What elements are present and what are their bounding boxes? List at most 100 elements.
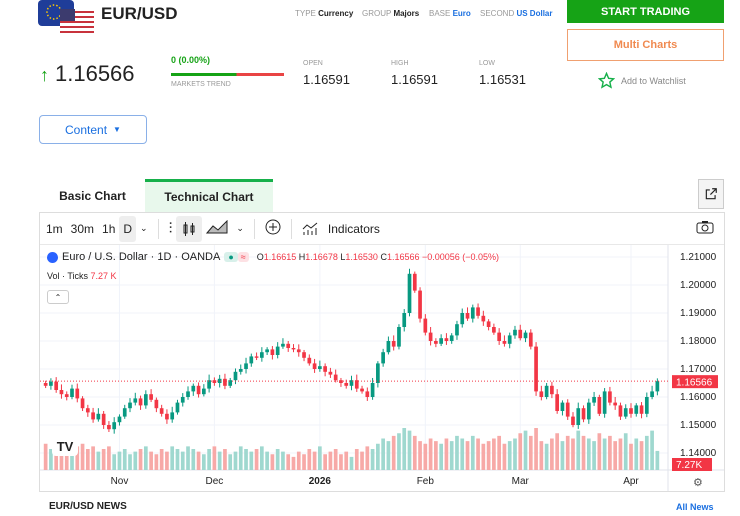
volume-bar (650, 430, 654, 470)
x-tick-label: Nov (111, 476, 129, 487)
volume-bar (634, 438, 639, 470)
all-news-link[interactable]: All News (676, 502, 714, 512)
candle-body (344, 383, 349, 386)
volume-bar (402, 428, 407, 470)
volume-bar (175, 449, 180, 470)
interval-chevron-down-icon[interactable]: ⌄ (140, 223, 148, 233)
volume-bar (323, 454, 327, 470)
bars-chart-icon[interactable]: ⫶ (168, 220, 173, 237)
add-compare-icon[interactable] (261, 219, 285, 238)
volume-bar (91, 446, 95, 470)
candle-body (64, 394, 69, 397)
volume-bar (201, 454, 206, 470)
candle-body (49, 381, 53, 386)
volume-bar (180, 451, 185, 470)
candle-body (228, 380, 233, 386)
volume-bar (85, 449, 90, 470)
volume-bar (502, 443, 507, 470)
chart-legend: Euro / U.S. Dollar · 1D · OANDA ● ≈ O1.1… (47, 251, 499, 263)
candle-body (122, 408, 127, 417)
candle-body (634, 405, 639, 414)
candle-body (391, 341, 396, 347)
news-heading: EUR/USD NEWS (49, 501, 127, 512)
collapse-legend-button[interactable]: ⌃ (47, 290, 69, 304)
candle-body (244, 363, 248, 369)
open-label: OPEN (303, 60, 323, 67)
start-trading-button[interactable]: START TRADING (567, 0, 724, 23)
interval-1m[interactable]: 1m (46, 221, 63, 236)
chart-type-chevron-down-icon[interactable]: ⌄ (236, 223, 244, 233)
camera-icon[interactable] (692, 220, 718, 237)
meta-second: SECOND US Dollar (480, 9, 553, 18)
candle-body (270, 349, 275, 355)
chart-settings-icon[interactable]: ⚙ (693, 477, 703, 489)
volume-legend: Vol · Ticks 7.27 K (47, 271, 117, 281)
last-volume-label: 7.27K (676, 460, 702, 471)
add-to-watchlist-button[interactable]: Add to Watchlist (598, 72, 686, 89)
candle-body (560, 402, 565, 411)
candle-body (455, 324, 459, 336)
candle-body (550, 385, 554, 395)
volume-bar (539, 441, 544, 470)
y-tick-label: 1.14000 (680, 448, 717, 459)
volume-bar (618, 438, 623, 470)
candle-body (328, 371, 333, 375)
tab-technical-chart[interactable]: Technical Chart (145, 179, 273, 212)
eur-usd-flag-icon (38, 0, 94, 34)
indicators-button[interactable]: Indicators (298, 222, 388, 236)
tab-basic-chart[interactable]: Basic Chart (59, 188, 126, 203)
volume-bar (70, 454, 74, 470)
candles-chart-icon[interactable] (176, 215, 203, 242)
interval-1h[interactable]: 1h (102, 221, 116, 236)
x-tick-label: Dec (205, 476, 223, 487)
interval-d[interactable]: D (119, 215, 137, 242)
candle-body (128, 402, 132, 409)
candle-body (544, 385, 549, 397)
indicators-icon (302, 222, 318, 235)
volume-bar (275, 449, 280, 470)
volume-bar (613, 441, 618, 470)
volume-bar (207, 449, 211, 470)
candle-body (565, 402, 570, 417)
volume-bar (223, 449, 227, 470)
candle-body (539, 391, 544, 397)
data-source-badge: ≈ (237, 252, 249, 262)
volume-bar (412, 435, 417, 470)
candle-body (476, 307, 480, 316)
volume-bar (365, 446, 370, 470)
candle-body (571, 416, 575, 425)
volume-bar (249, 451, 254, 470)
volume-bar (154, 454, 159, 470)
candle-body (75, 388, 80, 399)
volume-bar (328, 451, 333, 470)
candle-body (360, 388, 364, 392)
candle-body (481, 315, 486, 322)
volume-bar (623, 433, 628, 470)
volume-bar (544, 443, 549, 470)
content-dropdown[interactable]: Content ▼ (39, 115, 147, 144)
candle-body (175, 402, 180, 413)
candle-body (159, 408, 164, 414)
area-chart-icon[interactable] (202, 219, 232, 237)
candle-body (629, 408, 633, 414)
volume-bar (565, 435, 570, 470)
volume-bar (265, 451, 269, 470)
interval-30m[interactable]: 30m (70, 221, 95, 236)
candlestick-chart[interactable]: 1.21000 1.20000 1.19000 1.18000 1.17000 1.160… (40, 245, 724, 491)
candle-body (428, 332, 433, 341)
volume-bar (602, 438, 607, 470)
tradingview-logo[interactable]: TV (52, 436, 78, 456)
volume-bar (112, 454, 117, 470)
volume-bar (571, 438, 575, 470)
volume-bar (339, 454, 343, 470)
volume-bar (581, 435, 586, 470)
candle-body (80, 398, 85, 409)
volume-bar (270, 454, 275, 470)
candle-body (502, 341, 507, 344)
candle-body (465, 313, 470, 319)
external-link-button[interactable] (698, 179, 724, 209)
candle-body (449, 335, 454, 341)
candle-body (470, 307, 475, 319)
volume-bar (107, 446, 111, 470)
multi-charts-button[interactable]: Multi Charts (567, 29, 724, 61)
